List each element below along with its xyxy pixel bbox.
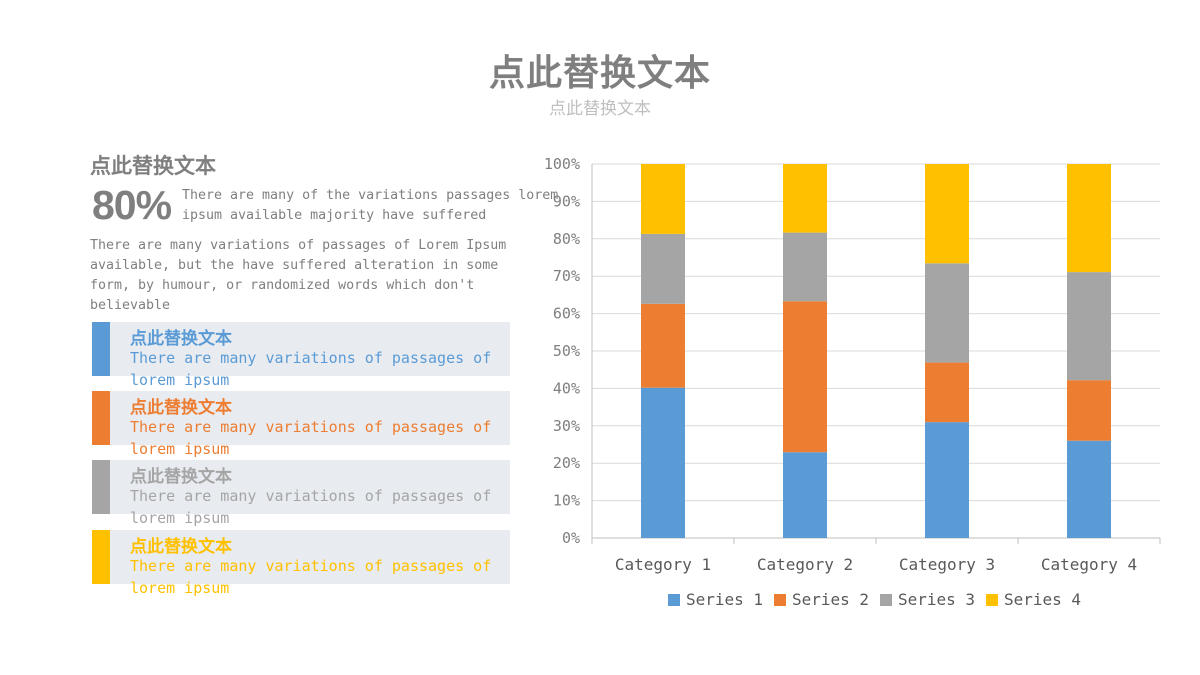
legend-label: Series 3 [898, 590, 975, 609]
page-subtitle: 点此替换文本 [549, 99, 651, 119]
bar-segment-2 [925, 362, 969, 423]
bar-segment-1 [925, 422, 969, 538]
item-title: 点此替换文本 [130, 398, 232, 418]
legend-swatch [774, 594, 786, 606]
bar-segment-4 [925, 164, 969, 264]
legend-swatch [880, 594, 892, 606]
bar-segment-4 [1067, 164, 1111, 273]
bar-segment-1 [641, 387, 685, 538]
bar-segment-2 [1067, 380, 1111, 441]
y-tick-label: 70% [553, 267, 580, 285]
bar-segment-1 [783, 452, 827, 538]
color-bar [92, 460, 110, 514]
y-tick-label: 90% [553, 192, 580, 210]
item-title: 点此替换文本 [130, 537, 232, 557]
y-tick-label: 0% [562, 529, 580, 547]
item-text: There are many variations of passages of… [130, 418, 492, 458]
y-tick-label: 80% [553, 230, 580, 248]
bar-segment-2 [783, 301, 827, 453]
bar-segment-3 [783, 232, 827, 302]
x-tick-label: Category 3 [899, 555, 995, 574]
y-tick-label: 100% [544, 155, 580, 173]
item-title: 点此替换文本 [130, 329, 232, 349]
y-tick-label: 50% [553, 342, 580, 360]
color-bar [92, 322, 110, 376]
section-heading: 点此替换文本 [90, 154, 216, 178]
list-item: 点此替换文本 There are many variations of pass… [92, 460, 510, 527]
y-tick-label: 60% [553, 305, 580, 323]
legend-label: Series 2 [792, 590, 869, 609]
x-tick-label: Category 4 [1041, 555, 1137, 574]
stacked-percent-bar-chart: 0% 10% 20% 30% 40% 50% 60% 70% 80% 90% 100% Categor… [544, 155, 1161, 609]
page-title: 点此替换文本 [488, 53, 711, 94]
intro-paragraph: There are many variations of passages of… [90, 238, 507, 313]
list-item: 点此替换文本 There are many variations of pass… [92, 530, 510, 597]
list-item: 点此替换文本 There are many variations of pass… [92, 322, 510, 389]
item-text: There are many variations of passages of… [130, 487, 492, 527]
stat-value: 80% [92, 182, 172, 228]
bar-segment-3 [1067, 272, 1111, 381]
bar-segment-3 [925, 263, 969, 363]
y-tick-label: 10% [553, 492, 580, 510]
bar-segment-2 [641, 303, 685, 388]
item-title: 点此替换文本 [130, 467, 232, 487]
color-bar [92, 391, 110, 445]
legend-label: Series 1 [686, 590, 763, 609]
bar-segment-4 [641, 164, 685, 234]
color-bar [92, 530, 110, 584]
y-tick-label: 30% [553, 417, 580, 435]
bar-segment-4 [783, 164, 827, 233]
legend-swatch [986, 594, 998, 606]
legend-label: Series 4 [1004, 590, 1081, 609]
bar-segment-3 [641, 233, 685, 304]
list-item: 点此替换文本 There are many variations of pass… [92, 391, 510, 458]
item-text: There are many variations of passages of… [130, 349, 492, 389]
stat-description: There are many of the variations passage… [182, 188, 559, 223]
x-tick-label: Category 1 [615, 555, 711, 574]
x-tick-label: Category 2 [757, 555, 853, 574]
y-tick-label: 20% [553, 454, 580, 472]
bar-segment-1 [1067, 440, 1111, 538]
legend-swatch [668, 594, 680, 606]
item-text: There are many variations of passages of… [130, 557, 492, 597]
y-tick-label: 40% [553, 379, 580, 397]
